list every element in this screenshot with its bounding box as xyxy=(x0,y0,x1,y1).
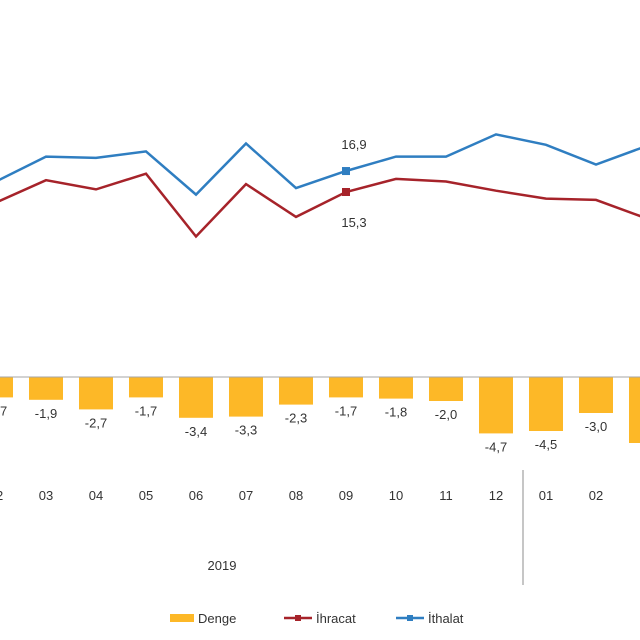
x-tick-label-0: 02 xyxy=(0,488,3,503)
x-tick-label-4: 06 xyxy=(189,488,203,503)
bar-denge-7 xyxy=(329,377,363,398)
line-ithalat xyxy=(0,133,640,197)
bar-denge-4 xyxy=(179,377,213,418)
bar-label-denge-1: -1,9 xyxy=(35,406,57,421)
bar-denge-8 xyxy=(379,377,413,399)
bar-denge-1 xyxy=(29,377,63,400)
line-ihracat xyxy=(0,172,640,239)
x-tick-label-1: 03 xyxy=(39,488,53,503)
bar-label-denge-8: -1,8 xyxy=(385,405,407,420)
bar-denge-11 xyxy=(529,377,563,431)
bars-layer xyxy=(0,377,640,443)
x-tick-label-7: 09 xyxy=(339,488,353,503)
point-marker-ithalat xyxy=(342,167,350,176)
x-tick-label-9: 11 xyxy=(439,488,453,503)
bar-denge-12 xyxy=(579,377,613,413)
lines-layer: 15,3 16,9 xyxy=(0,133,640,239)
legend-swatch-denge xyxy=(170,614,194,622)
bar-label-denge-9: -2,0 xyxy=(435,407,457,422)
x-tick-label-12: 02 xyxy=(589,488,603,503)
bar-label-denge-4: -3,4 xyxy=(185,424,207,439)
bar-denge-0 xyxy=(0,377,13,398)
bar-label-denge-10: -4,7 xyxy=(485,439,507,454)
bar-denge-10 xyxy=(479,377,513,434)
bar-label-denge-5: -3,3 xyxy=(235,423,257,438)
legend-item-ithalat[interactable]: İthalat xyxy=(396,611,464,626)
bar-label-denge-12: -3,0 xyxy=(585,419,607,434)
bar-label-denge-0: -1,7 xyxy=(0,403,7,418)
bar-denge-9 xyxy=(429,377,463,401)
bar-label-denge-6: -2,3 xyxy=(285,411,307,426)
x-axis-labels: 02 03 04 05 06 07 08 09 10 11 12 01 02 xyxy=(0,488,603,503)
point-label-ithalat: 16,9 xyxy=(341,137,366,152)
x-tick-label-11: 01 xyxy=(539,488,553,503)
bar-denge-3 xyxy=(129,377,163,398)
bar-label-denge-11: -4,5 xyxy=(535,437,557,452)
year-label: 2019 xyxy=(208,558,237,573)
x-tick-label-8: 10 xyxy=(389,488,403,503)
point-label-ihracat: 15,3 xyxy=(341,215,366,230)
x-tick-label-6: 08 xyxy=(289,488,303,503)
bar-denge-6 xyxy=(279,377,313,405)
legend-label-denge: Denge xyxy=(198,611,236,626)
bar-denge-5 xyxy=(229,377,263,417)
legend: Denge İhracat İthalat xyxy=(170,611,464,626)
bar-label-denge-7: -1,7 xyxy=(335,403,357,418)
bar-label-denge-2: -2,7 xyxy=(85,415,107,430)
point-marker-ihracat xyxy=(342,188,350,196)
x-tick-label-10: 12 xyxy=(489,488,503,503)
bar-labels: -1,7 -1,9 -2,7 -1,7 -3,4 -3,3 -2,3 -1,7 -1,8 -2,0… xyxy=(0,403,607,454)
legend-item-denge[interactable]: Denge xyxy=(170,611,236,626)
x-tick-label-3: 05 xyxy=(139,488,153,503)
legend-marker-ihracat xyxy=(295,615,301,621)
bar-label-denge-3: -1,7 xyxy=(135,403,157,418)
legend-label-ihracat: İhracat xyxy=(316,611,356,626)
legend-label-ithalat: İthalat xyxy=(428,611,464,626)
legend-item-ihracat[interactable]: İhracat xyxy=(284,611,356,626)
legend-marker-ithalat xyxy=(407,615,413,621)
x-tick-label-2: 04 xyxy=(89,488,103,503)
bar-denge-2 xyxy=(79,377,113,410)
x-tick-label-5: 07 xyxy=(239,488,253,503)
bar-denge-13 xyxy=(629,377,640,443)
